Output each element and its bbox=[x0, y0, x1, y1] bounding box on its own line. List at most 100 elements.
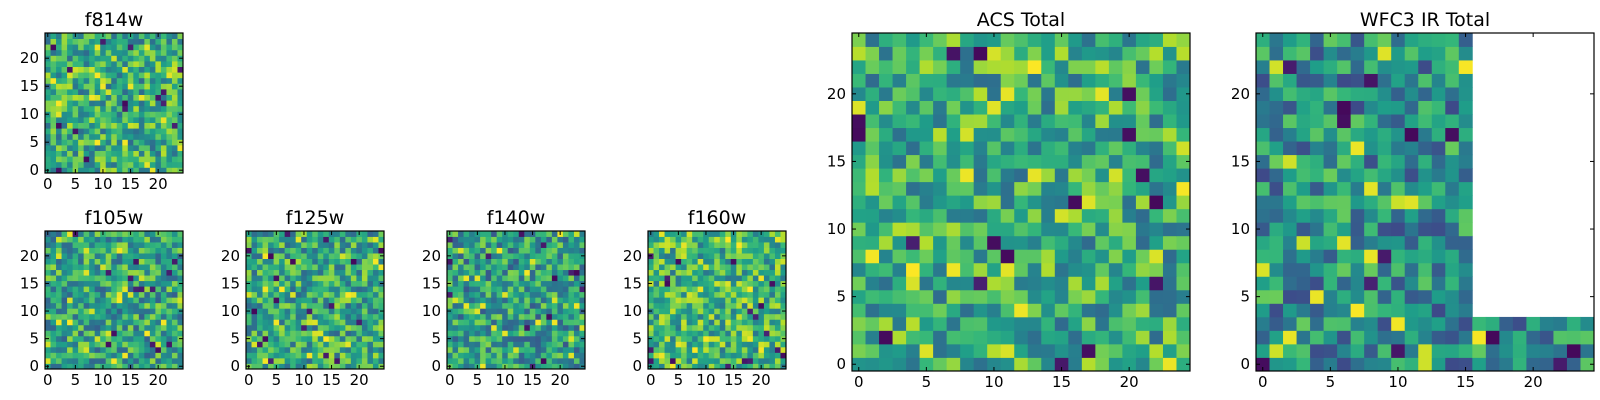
heatmap-cell bbox=[1108, 168, 1123, 183]
heatmap-cell bbox=[1418, 33, 1433, 47]
heatmap-cell bbox=[149, 33, 156, 39]
heatmap-cell bbox=[780, 247, 787, 254]
heatmap-cell bbox=[573, 258, 580, 265]
heatmap-cell bbox=[1027, 141, 1042, 156]
heatmap-cell bbox=[328, 330, 335, 337]
heatmap-cell bbox=[105, 49, 112, 56]
heatmap-cell bbox=[328, 269, 335, 276]
heatmap-cell bbox=[284, 291, 291, 298]
heatmap-cell bbox=[295, 357, 302, 364]
heatmap-cell bbox=[116, 319, 123, 326]
heatmap-cell bbox=[116, 128, 123, 135]
heatmap-cell bbox=[780, 242, 787, 248]
heatmap-cell bbox=[83, 231, 90, 237]
heatmap-cell bbox=[1445, 343, 1460, 358]
heatmap-cell bbox=[697, 324, 704, 331]
heatmap-cell bbox=[378, 313, 385, 320]
heatmap-cell bbox=[1149, 168, 1164, 183]
heatmap-cell bbox=[273, 280, 280, 287]
heatmap-cell bbox=[378, 341, 385, 348]
heatmap-cell bbox=[367, 269, 374, 276]
heatmap-cell bbox=[1149, 100, 1164, 115]
heatmap-cell bbox=[1364, 114, 1379, 129]
x-tick-label: 15 bbox=[724, 371, 743, 389]
heatmap-cell bbox=[1081, 316, 1096, 331]
heatmap-cell bbox=[686, 297, 693, 304]
heatmap-cell bbox=[987, 87, 1002, 101]
heatmap-cell bbox=[1000, 316, 1015, 331]
heatmap-cell bbox=[491, 231, 498, 237]
heatmap-cell bbox=[1054, 127, 1069, 142]
heatmap-cell bbox=[83, 269, 90, 276]
heatmap-cell bbox=[127, 291, 134, 298]
heatmap-cell bbox=[312, 286, 319, 293]
heatmap-cell bbox=[56, 105, 62, 112]
heatmap-cell bbox=[1350, 141, 1365, 156]
heatmap-cell bbox=[1431, 262, 1446, 277]
heatmap-cell bbox=[551, 264, 558, 271]
heatmap-cell bbox=[1404, 87, 1419, 101]
heatmap-cell bbox=[730, 319, 737, 326]
heatmap-cell bbox=[67, 253, 73, 259]
heatmap-cell bbox=[933, 357, 948, 372]
heatmap-cell bbox=[323, 302, 330, 309]
heatmap-cell bbox=[116, 313, 123, 320]
heatmap-cell bbox=[279, 280, 286, 287]
heatmap-cell bbox=[697, 319, 704, 326]
heatmap-cell bbox=[752, 275, 759, 282]
heatmap-cell bbox=[345, 363, 352, 370]
heatmap-cell bbox=[138, 61, 145, 67]
heatmap-cell bbox=[89, 242, 96, 248]
heatmap-cell bbox=[703, 308, 710, 315]
heatmap-cell bbox=[61, 231, 68, 237]
heatmap-cell bbox=[670, 324, 676, 331]
heatmap-cell bbox=[774, 308, 781, 315]
heatmap-cell bbox=[367, 231, 374, 237]
heatmap-cell bbox=[659, 258, 665, 265]
heatmap-cell bbox=[61, 346, 68, 353]
heatmap-cell bbox=[83, 89, 90, 95]
heatmap-cell bbox=[987, 127, 1002, 142]
heatmap-cell bbox=[648, 357, 654, 364]
heatmap-cell bbox=[155, 313, 162, 320]
heatmap-cell bbox=[1122, 181, 1137, 196]
heatmap-cell bbox=[89, 156, 96, 163]
heatmap-cell bbox=[177, 258, 184, 265]
heatmap-cell bbox=[133, 264, 140, 271]
heatmap-cell bbox=[149, 324, 156, 331]
heatmap-cell bbox=[323, 280, 330, 287]
heatmap-cell bbox=[127, 236, 134, 243]
heatmap-cell bbox=[1176, 87, 1191, 101]
heatmap-cell bbox=[67, 33, 73, 39]
heatmap-cell bbox=[56, 269, 62, 276]
heatmap-cell bbox=[72, 335, 79, 342]
heatmap-cell bbox=[100, 335, 107, 342]
heatmap-cell bbox=[919, 33, 934, 47]
heatmap-cell bbox=[579, 319, 586, 326]
heatmap-cell bbox=[659, 280, 665, 287]
heatmap-cell bbox=[852, 289, 866, 304]
heatmap-cell bbox=[372, 247, 379, 254]
heatmap-cell bbox=[758, 280, 765, 287]
heatmap-cell bbox=[138, 89, 145, 95]
heatmap-cell bbox=[284, 297, 291, 304]
heatmap-cell bbox=[334, 330, 341, 337]
heatmap-cell bbox=[312, 231, 319, 237]
heatmap-cell bbox=[1027, 87, 1042, 101]
heatmap-cell bbox=[372, 330, 379, 337]
heatmap-cell bbox=[367, 297, 374, 304]
panel-title: f160w bbox=[688, 207, 747, 229]
heatmap-cell bbox=[1027, 168, 1042, 183]
heatmap-cell bbox=[166, 72, 173, 79]
heatmap-cell bbox=[763, 247, 770, 254]
heatmap-cell bbox=[94, 330, 101, 337]
heatmap-cell bbox=[1323, 100, 1338, 115]
heatmap-cell bbox=[323, 264, 330, 271]
heatmap-cell bbox=[736, 280, 743, 287]
heatmap-cell bbox=[568, 346, 575, 353]
heatmap-cell bbox=[295, 258, 302, 265]
heatmap-cell bbox=[973, 195, 988, 210]
heatmap-cell bbox=[892, 357, 907, 372]
heatmap-cell bbox=[50, 83, 57, 90]
heatmap-cell bbox=[72, 236, 79, 243]
